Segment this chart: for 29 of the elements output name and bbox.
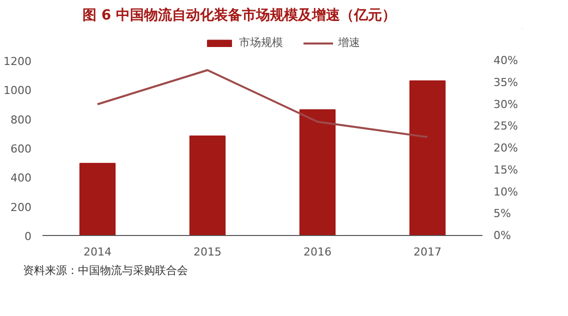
y2-tick-label: 0% xyxy=(494,229,511,242)
legend-label: 增速 xyxy=(338,35,360,50)
y-tick-label: 0 xyxy=(24,230,32,243)
y2-tick-label: 35% xyxy=(494,76,518,89)
y-tick-label: 800 xyxy=(10,113,32,126)
y-tick-label: 1200 xyxy=(4,55,32,68)
y-tick-label: 200 xyxy=(10,200,32,214)
y-tick-label: 600 xyxy=(10,142,32,156)
bar xyxy=(299,109,336,236)
x-tick-label: 2015 xyxy=(194,246,222,258)
x-tick-label: 2016 xyxy=(304,246,332,258)
y2-tick-label: 25% xyxy=(494,120,518,133)
y2-tick-label: 30% xyxy=(494,98,518,111)
legend-label: 市场规模 xyxy=(239,35,283,50)
bar xyxy=(189,136,226,236)
y2-tick-label: 40% xyxy=(494,54,518,67)
bar xyxy=(409,80,446,236)
x-tick-label: 2017 xyxy=(414,246,442,258)
text: 资料来源：中国物流与采购联合会 xyxy=(23,263,188,279)
y2-tick-label: 20% xyxy=(494,142,518,154)
line-series xyxy=(96,69,428,138)
y2-tick-label: 10% xyxy=(494,185,518,198)
bar xyxy=(79,162,116,236)
y-tick-label: 1000 xyxy=(4,84,32,98)
chart-title: 图 6 中国物流自动化装备市场规模及增速（亿元） xyxy=(82,6,396,24)
y2-tick-label: 5% xyxy=(494,207,511,220)
y-tick-label: 400 xyxy=(10,172,32,185)
y2-tick-label: 15% xyxy=(494,163,518,176)
x-tick-label: 2014 xyxy=(84,246,112,258)
